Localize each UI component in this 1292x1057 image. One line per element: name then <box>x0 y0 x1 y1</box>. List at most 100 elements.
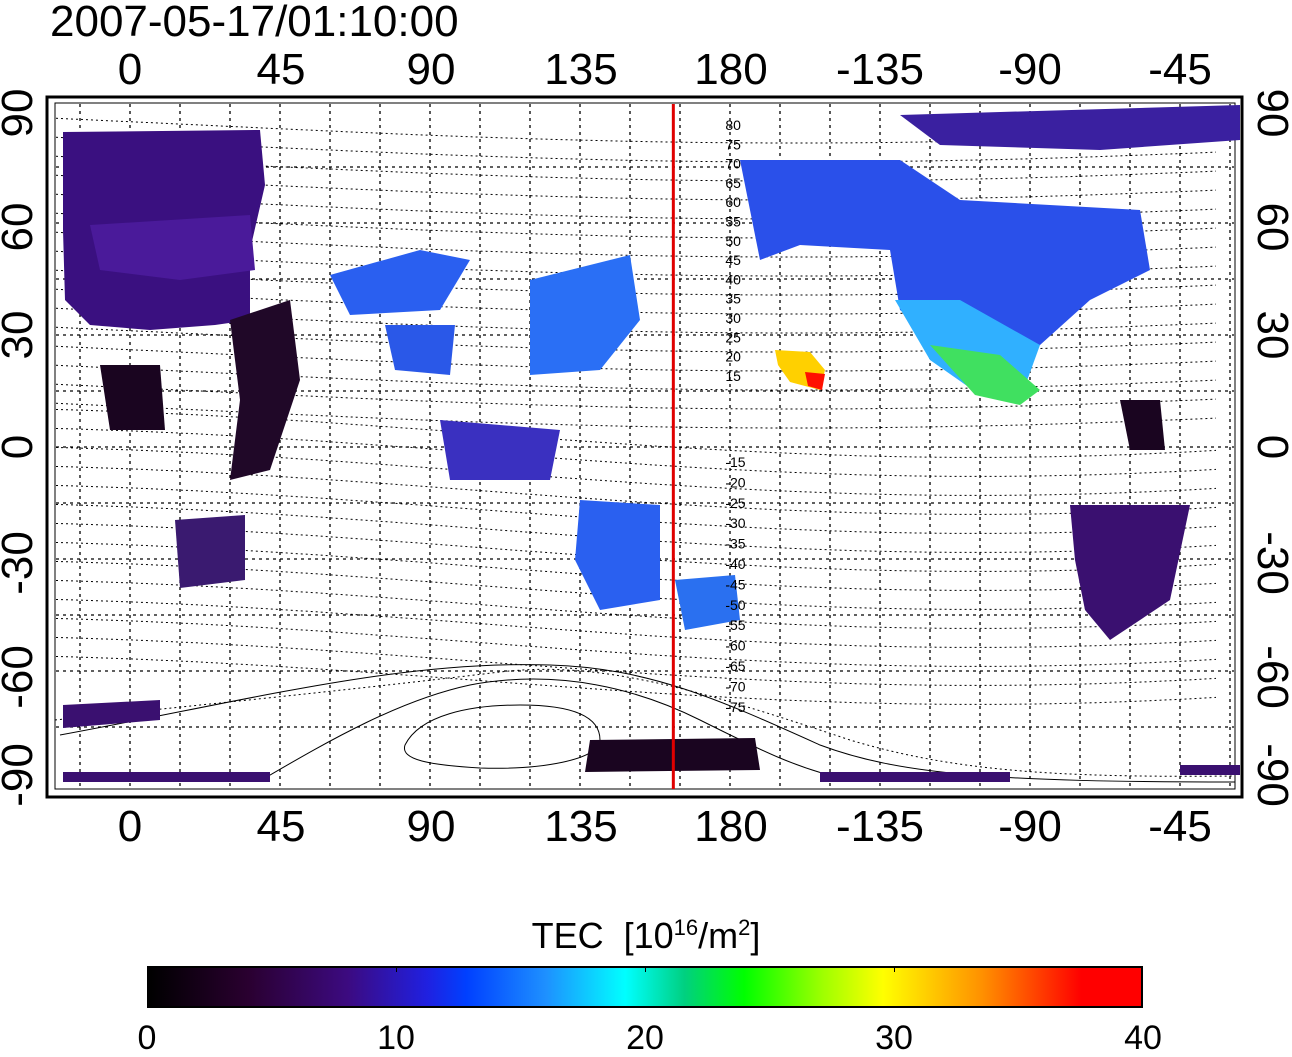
north-contour-label: 80 <box>725 117 741 133</box>
bottom-lon-tick: 135 <box>544 802 618 851</box>
bottom-lon-tick: -90 <box>998 802 1062 851</box>
south-contour-labels: -15 -20 -25 -30 -35 -40 -45 -50 -55 -60 -65 -70 -75 <box>725 454 745 715</box>
tec-patch-antarctica-atlantic <box>63 772 270 782</box>
north-contour-label: 70 <box>725 156 741 172</box>
top-lon-tick: 45 <box>256 45 306 94</box>
contour-line <box>55 383 1217 410</box>
bottom-lon-tick: -135 <box>835 802 925 851</box>
north-contour-label: 55 <box>725 214 741 230</box>
top-lon-tick: -135 <box>835 45 925 94</box>
colorbar-tick: 30 <box>875 1019 913 1057</box>
bottom-lon-tick: -45 <box>1148 802 1212 851</box>
contour-line <box>55 269 1217 296</box>
north-contour-label: 45 <box>725 252 741 268</box>
colorbar-unit-exp2: 2 <box>738 915 751 940</box>
south-contour-label: -65 <box>725 658 745 674</box>
south-contour-label: -70 <box>725 678 745 694</box>
contour-line <box>55 345 1217 372</box>
contour-line <box>55 117 1217 144</box>
tec-patch-europe-core <box>90 215 255 280</box>
north-contour-label: 50 <box>725 233 741 249</box>
top-lon-tick: 90 <box>406 45 456 94</box>
top-lon-tick: 180 <box>694 45 768 94</box>
contour-line <box>55 428 1217 477</box>
tec-patch-north-america <box>740 160 1150 350</box>
contour-line <box>55 307 1217 334</box>
south-contour-label: -25 <box>725 495 745 511</box>
contour-line <box>55 409 1217 458</box>
tec-patch-south-africa <box>175 515 245 588</box>
tec-patch-antarctica-east <box>1180 765 1240 775</box>
contour-line <box>55 402 1217 429</box>
north-contour-label: 30 <box>725 310 741 326</box>
south-contour-label: -20 <box>725 474 745 490</box>
contour-line <box>55 447 1217 496</box>
tec-patches <box>63 105 1240 782</box>
south-contour-label: -60 <box>725 638 745 654</box>
south-contour-label: -75 <box>725 699 745 715</box>
tec-patch-antarctica-west <box>63 700 160 728</box>
colorbar-unit-mid: /m <box>698 915 739 956</box>
tec-patch-brazil <box>1120 400 1165 450</box>
tec-patch-west-africa <box>100 365 165 430</box>
contour-line <box>55 212 1217 239</box>
colorbar-unit-end: ] <box>750 915 761 956</box>
tec-patch-mexico <box>930 345 1040 405</box>
colorbar-mark <box>645 966 646 972</box>
contour-line <box>55 155 1217 182</box>
south-contour-label: -45 <box>725 576 745 592</box>
north-contour-label: 65 <box>725 175 741 191</box>
plot-timestamp: 2007-05-17/01:10:00 <box>50 0 459 46</box>
south-contour-label: -40 <box>725 556 745 572</box>
contour-line <box>55 580 1217 629</box>
tec-map: 80 75 70 65 60 55 50 45 40 35 30 25 20 15 -15 -20 -25 -3… <box>45 95 1244 799</box>
contour-line <box>55 250 1217 277</box>
tec-patch-east-asia <box>530 255 640 375</box>
colorbar-tick: 20 <box>626 1019 664 1057</box>
map-inner-frame <box>54 102 1236 790</box>
north-contour-label: 15 <box>725 368 741 384</box>
contour-line <box>55 656 1217 705</box>
colorbar-tick: 40 <box>1124 1019 1162 1057</box>
north-contour-labels: 80 75 70 65 60 55 50 45 40 35 30 25 20 15 <box>725 117 741 384</box>
colorbar-mark <box>396 966 397 972</box>
south-contour-label: -15 <box>725 454 745 470</box>
bottom-lon-tick: 0 <box>117 802 143 851</box>
colorbar <box>147 966 1143 1008</box>
contour-line <box>55 326 1217 353</box>
north-contour-label: 40 <box>725 271 741 287</box>
south-contour-label: -30 <box>725 515 745 531</box>
contour-line <box>55 466 1217 515</box>
contour-line <box>55 599 1217 648</box>
colorbar-tick: 10 <box>377 1019 415 1057</box>
tec-patch-indonesia <box>440 420 560 480</box>
contour-line <box>55 364 1217 391</box>
colorbar-unit-exp: 16 <box>673 915 699 940</box>
contour-line <box>55 618 1217 667</box>
contour-line <box>55 136 1217 163</box>
colorbar-unit-base: [10 <box>623 915 674 956</box>
contour-line <box>55 174 1217 201</box>
tec-patch-antarctica-south <box>820 772 1010 782</box>
north-contour-label: 25 <box>725 329 741 345</box>
tec-patch-arctic <box>900 105 1240 150</box>
tec-patch-central-asia <box>330 250 470 315</box>
south-contour-label: -55 <box>725 617 745 633</box>
south-contour-label: -50 <box>725 597 745 613</box>
tec-patch-australia <box>575 500 660 610</box>
colorbar-title-label: TEC <box>531 915 604 956</box>
colorbar-mark <box>894 966 895 972</box>
top-lon-tick: 135 <box>544 45 618 94</box>
bottom-lon-tick: 90 <box>406 802 456 851</box>
tec-patch-east-africa <box>230 300 300 480</box>
tec-patch-new-zealand <box>675 575 740 630</box>
contour-line <box>55 193 1217 220</box>
map-frame <box>45 95 1244 799</box>
tec-patch-south-america <box>1070 505 1190 640</box>
north-contour-label: 60 <box>725 194 741 210</box>
top-lon-tick: -45 <box>1148 45 1212 94</box>
south-contour-label: -35 <box>725 536 745 552</box>
contour-line <box>55 231 1217 258</box>
tec-patch-hawaii-peak <box>805 372 825 390</box>
top-lon-tick: 0 <box>117 45 143 94</box>
